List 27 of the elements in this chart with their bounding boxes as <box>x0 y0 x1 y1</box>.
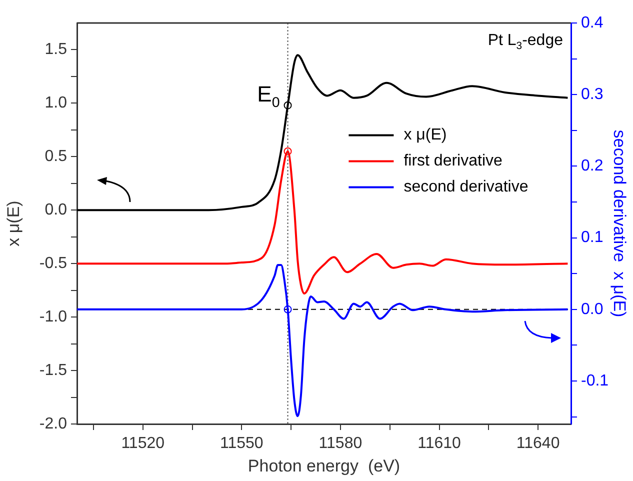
y-tick-label: 1.0 <box>44 94 68 112</box>
x-tick-label: 11520 <box>121 435 165 452</box>
y2-tick-label: 0.0 <box>581 300 604 318</box>
x-tick-label: 11580 <box>318 435 362 452</box>
y-tick-label: -1.0 <box>39 308 68 326</box>
y2-tick-label: -0.1 <box>581 372 609 390</box>
y-tick-label: -1.5 <box>39 362 68 379</box>
x-axis-title: Photon energy (eV) <box>248 456 400 476</box>
y2-tick-label: 0.2 <box>581 158 604 175</box>
x-tick-label: 11610 <box>418 435 462 452</box>
y2-axis-title: second derivative x μ(E) <box>610 130 630 318</box>
legend-label: second derivative <box>404 178 528 196</box>
line-series <box>77 264 569 418</box>
line-series <box>77 54 569 212</box>
y2-tick-label: 0.3 <box>581 86 604 104</box>
x-tick-label: 11550 <box>220 435 264 452</box>
y-axis-title: x μ(E) <box>4 200 23 246</box>
y2-tick-label: 0.1 <box>581 229 604 246</box>
y-tick-label: 0.5 <box>44 148 68 166</box>
y-tick-label: -0.5 <box>39 255 68 272</box>
x-tick-label: 11640 <box>516 435 560 452</box>
y-tick-label: 1.5 <box>44 41 68 58</box>
y-tick-label: -2.0 <box>39 415 68 432</box>
y-tick-label: 0.0 <box>44 202 68 219</box>
y2-tick-label: 0.4 <box>581 14 604 32</box>
legend-label: x μ(E) <box>404 126 447 144</box>
legend-label: first derivative <box>404 152 502 170</box>
